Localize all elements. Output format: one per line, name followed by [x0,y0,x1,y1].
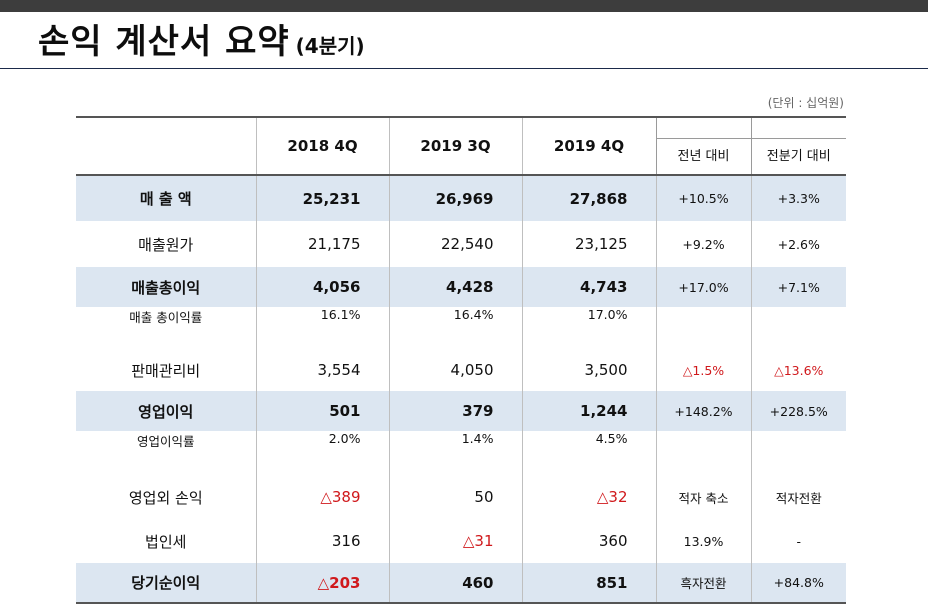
row-label: 영업이익 [76,391,256,431]
cell-yoy: 13.9% [655,519,751,563]
row-label: 매 출 액 [76,175,256,221]
cell-value: 460 [388,563,522,604]
table-row-gross-margin: 매출 총이익률 16.1% 16.4% 17.0% [76,307,846,349]
cell-yoy: +10.5% [655,175,751,221]
unit-note: (단위 : 십억원) [767,96,844,110]
cell-value: 4,428 [388,267,522,307]
title-sub: (4분기) [295,34,365,58]
row-label: 매출총이익 [76,267,256,307]
cell-yoy: +9.2% [655,221,751,267]
row-label: 매출원가 [138,235,194,254]
cell-value: 4,743 [521,267,656,307]
cell-qoq [750,307,846,349]
table-row-revenue: 매 출 액 25,231 26,969 27,868 +10.5% +3.3% [76,175,846,221]
cell-value: 16.1% [255,307,389,349]
header-yoy: 전년 대비 [655,116,751,176]
cell-value: △31 [388,519,522,563]
cell-qoq: 적자전환 [750,475,846,519]
table-row-cogs: 매출원가 21,175 22,540 23,125 +9.2% +2.6% [76,221,846,267]
table-row-non-operating: 영업외 손익 △389 50 △32 적자 축소 적자전환 [76,475,846,519]
cell-value: △389 [255,475,389,519]
cell-value: 50 [388,475,522,519]
header-blank [76,116,256,176]
cell-qoq: △13.6% [750,349,846,391]
cell-yoy: 흑자전환 [655,563,751,604]
cell-yoy: 적자 축소 [655,475,751,519]
cell-value: 23,125 [521,221,656,267]
top-bar [0,0,928,12]
cell-qoq: +7.1% [750,267,846,307]
cell-value: △32 [521,475,656,519]
cell-value: 4,056 [255,267,389,307]
cell-qoq: +3.3% [750,175,846,221]
cell-qoq: +2.6% [750,221,846,267]
cell-qoq: - [750,519,846,563]
row-label: 매출 총이익률 [129,310,203,325]
table-row-operating-margin: 영업이익률 2.0% 1.4% 4.5% [76,431,846,475]
cell-value: 4,050 [388,349,522,391]
table-header-row: 2018 4Q 2019 3Q 2019 4Q 전년 대비 전분기 대비 [76,116,846,176]
cell-value: 316 [255,519,389,563]
table-row-operating-profit: 영업이익 501 379 1,244 +148.2% +228.5% [76,391,846,431]
cell-value: 4.5% [521,431,656,475]
row-label: 법인세 [145,532,187,551]
table-row-gross-profit: 매출총이익 4,056 4,428 4,743 +17.0% +7.1% [76,267,846,307]
cell-yoy [655,307,751,349]
cell-yoy: +17.0% [655,267,751,307]
table-row-income-tax: 법인세 316 △31 360 13.9% - [76,519,846,563]
row-label: 영업외 손익 [128,488,203,507]
title-main: 손익 계산서 요약 [38,22,290,62]
row-label: 당기순이익 [76,563,256,604]
cell-value: 21,175 [255,221,389,267]
cell-yoy [655,431,751,475]
cell-value: 25,231 [255,175,389,221]
header-period-2018-4q: 2018 4Q [255,116,389,176]
cell-value: 2.0% [255,431,389,475]
cell-value: 22,540 [388,221,522,267]
cell-qoq: +84.8% [750,563,846,604]
row-label: 영업이익률 [136,434,195,449]
cell-qoq [750,431,846,475]
cell-value: 26,969 [388,175,522,221]
cell-value: 379 [388,391,522,431]
cell-value: 27,868 [521,175,656,221]
table-row-net-income: 당기순이익 △203 460 851 흑자전환 +84.8% [76,563,846,604]
cell-value: 16.4% [388,307,522,349]
row-label: 판매관리비 [131,361,201,380]
table-row-sga: 판매관리비 3,554 4,050 3,500 △1.5% △13.6% [76,349,846,391]
cell-value: 360 [521,519,656,563]
cell-qoq: +228.5% [750,391,846,431]
cell-value: 3,500 [521,349,656,391]
cell-value: 501 [255,391,389,431]
header-qoq: 전분기 대비 [750,116,846,176]
cell-value: 17.0% [521,307,656,349]
income-statement-table: 2018 4Q 2019 3Q 2019 4Q 전년 대비 전분기 대비 매 출… [76,116,846,604]
header-period-2019-3q: 2019 3Q [388,116,522,176]
cell-yoy: △1.5% [655,349,751,391]
cell-value: 851 [521,563,656,604]
title-divider [0,68,928,69]
cell-value: △203 [255,563,389,604]
cell-value: 3,554 [255,349,389,391]
cell-yoy: +148.2% [655,391,751,431]
cell-value: 1,244 [521,391,656,431]
cell-value: 1.4% [388,431,522,475]
header-period-2019-4q: 2019 4Q [521,116,656,176]
page-title: 손익 계산서 요약 (4분기) [38,14,365,64]
